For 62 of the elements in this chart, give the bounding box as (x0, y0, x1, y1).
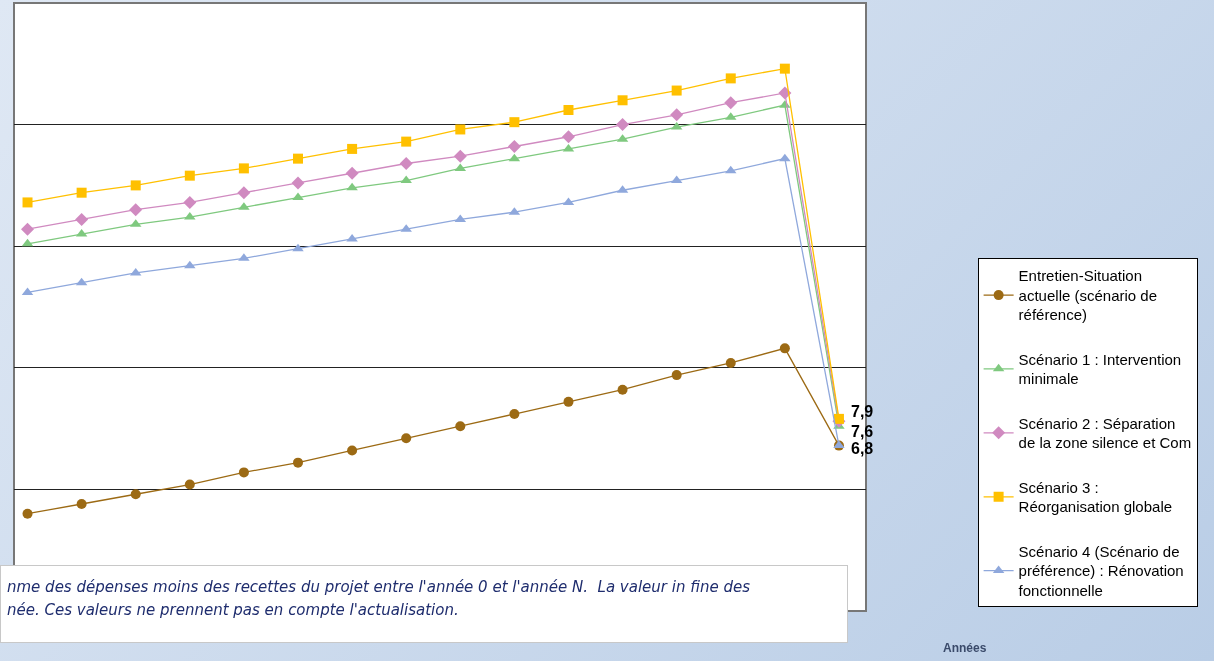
point (617, 95, 628, 106)
point (183, 195, 197, 209)
point (184, 479, 195, 490)
legend-label: Scénario 1 : Intervention minimale (1018, 350, 1182, 388)
point (347, 445, 358, 456)
point (671, 370, 682, 381)
point (345, 166, 359, 180)
point (833, 413, 844, 424)
point (671, 85, 682, 96)
point (292, 243, 304, 252)
point (455, 421, 466, 432)
point (778, 86, 792, 100)
point (130, 489, 141, 500)
point (76, 498, 87, 509)
text: Années (943, 641, 987, 655)
data-label: 7,9 (851, 403, 874, 420)
point (453, 149, 467, 163)
point (292, 192, 304, 201)
point (616, 118, 630, 132)
point (184, 260, 196, 269)
point (76, 187, 87, 198)
point (401, 136, 412, 147)
point (725, 357, 736, 368)
point (238, 467, 249, 478)
point (346, 182, 358, 191)
point (509, 117, 520, 128)
legend-label: Scénario 2 : Séparation de la zone silence et Com (1018, 414, 1192, 452)
note-box: nme des dépenses moins des recettes du projet entre l'année 0 et l'année N. La valeur in fine des née. Ces valeurs ne prennent pas en compte l'actualisation. (0, 565, 848, 643)
point (724, 96, 738, 110)
data-label: 7,6 (851, 423, 874, 440)
point (75, 212, 89, 226)
point (22, 197, 33, 208)
point (779, 153, 791, 162)
point (509, 409, 520, 420)
point (238, 163, 249, 174)
point (184, 170, 195, 181)
point (399, 157, 413, 171)
point (21, 222, 35, 236)
legend-label: Entretien-Situation actuelle (scénario de référence) (1018, 267, 1158, 324)
point (347, 143, 358, 154)
point (291, 176, 305, 190)
point (237, 186, 251, 200)
legend-label: Scénario 3 : Réorganisation globale (1018, 478, 1173, 516)
point (561, 130, 575, 144)
point (563, 396, 574, 407)
point (670, 108, 684, 122)
point (130, 180, 141, 191)
point (129, 203, 143, 217)
point (779, 63, 790, 74)
point (455, 124, 466, 135)
point (293, 457, 303, 468)
point (400, 175, 412, 184)
point (22, 508, 33, 519)
point (617, 384, 628, 395)
point (563, 105, 574, 116)
point (507, 139, 521, 153)
point (293, 153, 303, 164)
data-label: 6,8 (851, 440, 874, 457)
legend-label: Scénario 4 (Scénario de préférence) : Rénovation fonctionnelle (1018, 542, 1184, 599)
point (725, 73, 736, 84)
point (401, 433, 412, 444)
point (779, 343, 790, 354)
